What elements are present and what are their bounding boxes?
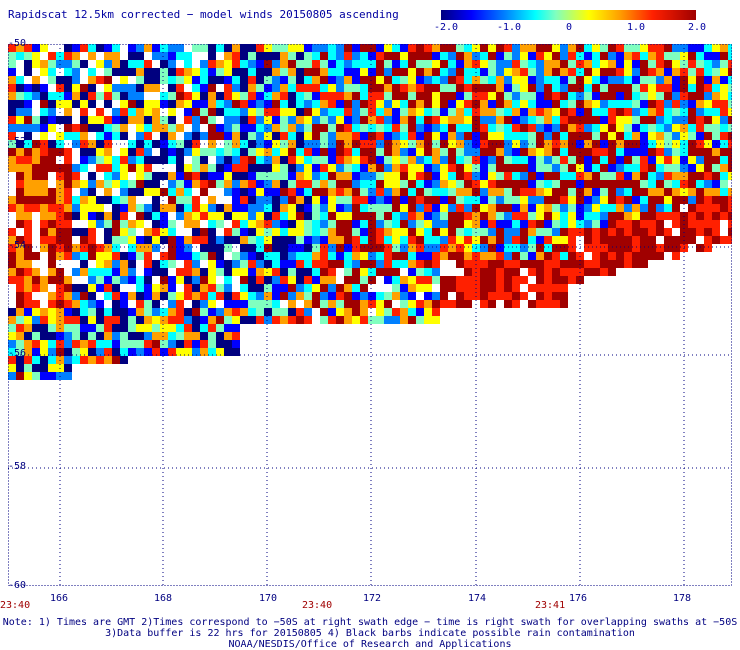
graticule bbox=[8, 44, 732, 586]
time-label: 23:40 bbox=[0, 600, 31, 611]
lat-label: -60 bbox=[8, 580, 27, 591]
lat-label: -56 bbox=[8, 348, 27, 359]
map-plot bbox=[8, 44, 732, 586]
footnote-credit: NOAA/NESDIS/Office of Research and Appli… bbox=[228, 639, 512, 650]
time-label: 23:40 bbox=[302, 600, 333, 611]
wind-difference-map bbox=[8, 44, 732, 586]
footnote-line-2: 3)Data buffer is 22 hrs for 20150805 4) … bbox=[105, 628, 635, 639]
colorbar-tick: 2.0 bbox=[688, 22, 707, 33]
lat-label: -50 bbox=[8, 38, 27, 49]
lon-label: 174 bbox=[468, 593, 487, 604]
lon-label: 170 bbox=[259, 593, 278, 604]
wind-cells bbox=[8, 44, 732, 380]
lat-label: -58 bbox=[8, 461, 27, 472]
footnote-line-1: Note: 1) Times are GMT 2)Times correspon… bbox=[2, 617, 738, 628]
lon-label: 166 bbox=[50, 593, 69, 604]
lon-label: 178 bbox=[673, 593, 692, 604]
colorbar-tick: 0 bbox=[566, 22, 573, 33]
colorbar bbox=[441, 10, 696, 20]
colorbar-tick: 1.0 bbox=[627, 22, 646, 33]
time-label: 23:41 bbox=[535, 600, 566, 611]
lon-label: 172 bbox=[363, 593, 382, 604]
lat-label: -52 bbox=[8, 136, 27, 147]
colorbar-tick: -2.0 bbox=[434, 22, 459, 33]
lon-label: 176 bbox=[569, 593, 588, 604]
map-title: Rapidscat 12.5km corrected − model winds… bbox=[8, 8, 399, 21]
lon-label: 168 bbox=[154, 593, 173, 604]
lat-label: -54 bbox=[8, 240, 27, 251]
colorbar-tick: -1.0 bbox=[497, 22, 522, 33]
